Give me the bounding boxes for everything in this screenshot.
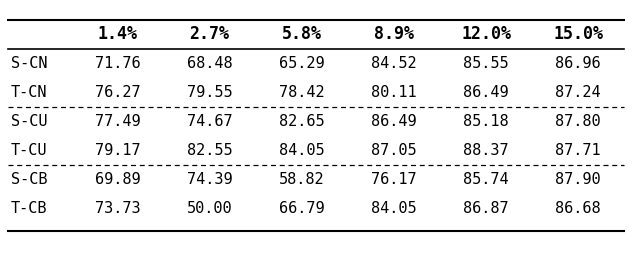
Text: T-CB: T-CB [11, 201, 47, 216]
Text: 74.67: 74.67 [186, 114, 233, 129]
Text: S-CN: S-CN [11, 56, 47, 71]
Text: 71.76: 71.76 [95, 56, 140, 71]
Text: 85.74: 85.74 [463, 172, 509, 187]
Text: 79.55: 79.55 [186, 85, 233, 100]
Text: 2.7%: 2.7% [190, 25, 229, 43]
Text: 58.82: 58.82 [279, 172, 324, 187]
Text: 65.29: 65.29 [279, 56, 324, 71]
Text: T-CN: T-CN [11, 85, 47, 100]
Text: 76.17: 76.17 [371, 172, 416, 187]
Text: 50.00: 50.00 [186, 201, 233, 216]
Text: 86.49: 86.49 [463, 85, 509, 100]
Text: 69.89: 69.89 [95, 172, 140, 187]
Text: 78.42: 78.42 [279, 85, 324, 100]
Text: S-CU: S-CU [11, 114, 47, 129]
Text: T-CU: T-CU [11, 143, 47, 158]
Text: 84.05: 84.05 [371, 201, 416, 216]
Text: 85.55: 85.55 [463, 56, 509, 71]
Text: 86.49: 86.49 [371, 114, 416, 129]
Text: 87.80: 87.80 [556, 114, 601, 129]
Text: 86.96: 86.96 [556, 56, 601, 71]
Text: 15.0%: 15.0% [553, 25, 603, 43]
Text: 74.39: 74.39 [186, 172, 233, 187]
Text: 8.9%: 8.9% [374, 25, 414, 43]
Text: 79.17: 79.17 [95, 143, 140, 158]
Text: 12.0%: 12.0% [461, 25, 511, 43]
Text: 66.79: 66.79 [279, 201, 324, 216]
Text: 80.11: 80.11 [371, 85, 416, 100]
Text: 82.65: 82.65 [279, 114, 324, 129]
Text: 85.18: 85.18 [463, 114, 509, 129]
Text: 77.49: 77.49 [95, 114, 140, 129]
Text: 87.71: 87.71 [556, 143, 601, 158]
Text: 84.05: 84.05 [279, 143, 324, 158]
Text: 76.27: 76.27 [95, 85, 140, 100]
Text: 68.48: 68.48 [186, 56, 233, 71]
Text: 5.8%: 5.8% [282, 25, 322, 43]
Text: 73.73: 73.73 [95, 201, 140, 216]
Text: 1.4%: 1.4% [97, 25, 137, 43]
Text: 87.24: 87.24 [556, 85, 601, 100]
Text: S-CB: S-CB [11, 172, 47, 187]
Text: 82.55: 82.55 [186, 143, 233, 158]
Text: 86.87: 86.87 [463, 201, 509, 216]
Text: 84.52: 84.52 [371, 56, 416, 71]
Text: 87.90: 87.90 [556, 172, 601, 187]
Text: 88.37: 88.37 [463, 143, 509, 158]
Text: 87.05: 87.05 [371, 143, 416, 158]
Text: 86.68: 86.68 [556, 201, 601, 216]
